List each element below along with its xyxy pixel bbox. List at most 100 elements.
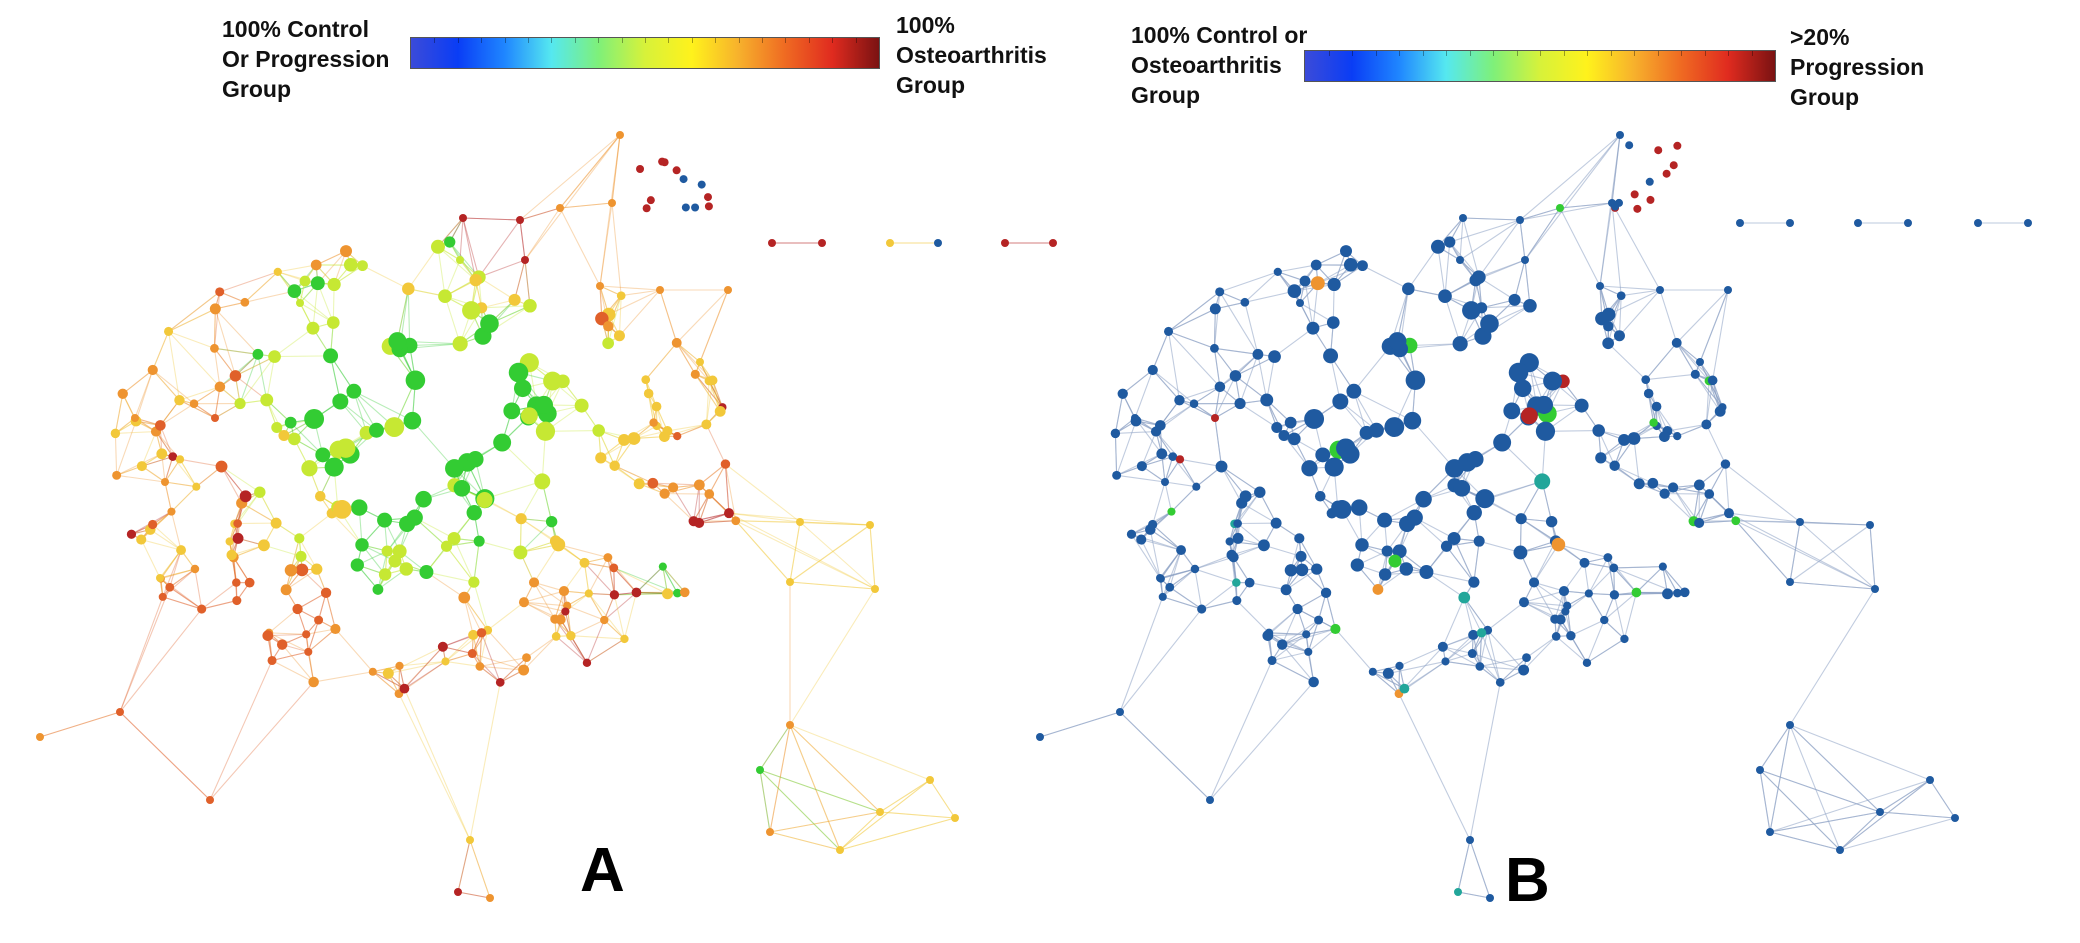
network-edge (1613, 594, 1625, 640)
network-node (1399, 683, 1410, 694)
network-edge (694, 373, 723, 408)
network-node (1876, 808, 1884, 816)
network-node (1112, 470, 1122, 480)
network-edge (662, 566, 678, 594)
colorbar-tick (1728, 51, 1729, 56)
network-edge (214, 308, 236, 377)
network-edge (603, 592, 637, 621)
network-edge (398, 665, 401, 694)
network-edge (677, 423, 707, 437)
colorbar-tick (1610, 51, 1612, 56)
network-edge (662, 566, 678, 594)
colorbar-tick (1516, 51, 1518, 56)
network-edge (523, 601, 566, 613)
network-edge (472, 634, 481, 667)
network-edge (116, 420, 137, 476)
network-edge (164, 456, 174, 483)
network-edge (662, 566, 686, 593)
network-edge (159, 568, 196, 579)
network-edge (214, 308, 259, 355)
network-node (1209, 303, 1221, 315)
network-edge (1249, 582, 1287, 591)
colorbar-tick (645, 38, 646, 43)
network-edge (698, 512, 730, 524)
network-edge (1633, 438, 1640, 484)
network-node (1766, 828, 1774, 836)
network-node (1399, 562, 1414, 576)
network-edge (1179, 386, 1221, 401)
network-edge (179, 459, 197, 487)
network-edge (213, 291, 221, 349)
network-edge (1169, 549, 1182, 588)
colorbar-tick (457, 38, 459, 43)
network-edge (297, 592, 327, 610)
network-edge (388, 660, 446, 674)
network-edge (520, 518, 556, 542)
network-node (1136, 461, 1147, 472)
network-node (1796, 518, 1804, 526)
network-node (1306, 321, 1320, 335)
network-edge (411, 420, 455, 469)
network-node (1280, 584, 1292, 596)
network-edge (1194, 556, 1234, 570)
network-edge (372, 671, 400, 695)
network-edge (1463, 597, 1483, 634)
network-node (1602, 337, 1614, 350)
network-node (1197, 604, 1207, 614)
network-edge (570, 635, 588, 664)
network-node (1372, 584, 1384, 595)
network-edge (399, 660, 446, 667)
network-edge (445, 660, 480, 667)
network-edge (404, 660, 446, 690)
network-edge (1444, 241, 1451, 297)
network-node (1545, 515, 1558, 528)
network-node (1326, 316, 1340, 329)
network-node (1437, 641, 1448, 652)
network-edge (1244, 302, 1259, 355)
network-node (1229, 370, 1242, 382)
network-node (1476, 492, 1493, 508)
network-node (1244, 577, 1255, 588)
network-edge (152, 524, 182, 551)
network-edge (235, 375, 268, 401)
network-edge (1769, 779, 1931, 833)
network-edge (1221, 466, 1261, 493)
network-node (1403, 411, 1422, 430)
network-edge (307, 628, 336, 653)
network-node (1720, 459, 1731, 469)
network-edge (116, 474, 166, 483)
network-node (1534, 395, 1554, 414)
network-edge (168, 291, 221, 332)
network-edge (479, 630, 489, 667)
network-node (1304, 647, 1313, 656)
network-node (1430, 239, 1445, 254)
network-node (1656, 286, 1664, 294)
network-edge (693, 484, 700, 522)
network-node (1116, 708, 1124, 716)
network-edge (1759, 769, 1841, 851)
network-edge (699, 520, 736, 524)
network-node (1276, 639, 1288, 650)
network-node (1295, 563, 1309, 577)
network-edge (164, 459, 181, 483)
network-edge (259, 491, 277, 524)
network-node (1609, 563, 1619, 573)
network-node (1693, 479, 1705, 491)
network-edge (1879, 779, 1931, 813)
network-edge (169, 568, 196, 588)
network-edge (1607, 342, 1647, 381)
network-edge (122, 369, 154, 395)
network-node (1616, 131, 1624, 139)
network-node (1662, 588, 1673, 600)
network-node (1659, 431, 1670, 443)
network-node (1301, 460, 1318, 477)
network-node (1866, 521, 1874, 529)
network-edge (244, 271, 279, 303)
network-edge (162, 568, 196, 598)
network-node (1535, 421, 1556, 441)
network-edge (141, 456, 173, 467)
network-node (1462, 301, 1481, 320)
network-node (1633, 478, 1645, 490)
panel-a-scale-right-label: 100% Osteoarthritis Group (896, 12, 1047, 98)
network-node (1468, 629, 1479, 640)
